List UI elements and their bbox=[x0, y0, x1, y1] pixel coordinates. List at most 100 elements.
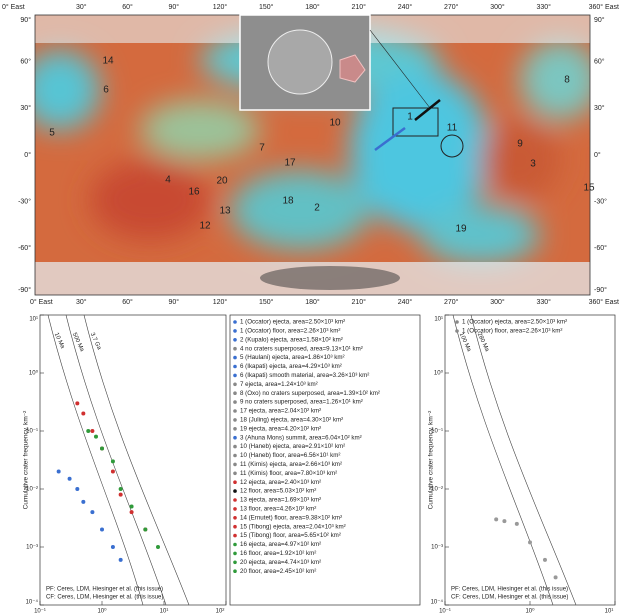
map-lat-label: 60° bbox=[594, 58, 605, 66]
data-point bbox=[130, 504, 134, 508]
legend-symbol bbox=[233, 543, 237, 547]
legend-label: 5 (Haulani) ejecta, area=1.86×10³ km² bbox=[240, 354, 345, 361]
legend-symbol bbox=[233, 498, 237, 502]
legend-label: 19 ejecta, area=4.20×10² km² bbox=[240, 425, 321, 432]
x-tick-label: 10² bbox=[216, 609, 225, 615]
y-tick-label: 10⁻⁴ bbox=[431, 599, 444, 606]
site-label: 16 bbox=[188, 187, 200, 198]
data-point bbox=[75, 487, 79, 491]
site-label: 4 bbox=[165, 175, 171, 186]
map-lon-label: 300° bbox=[490, 298, 505, 306]
footnote: CF: Ceres, LDM, Hiesinger et al. (this i… bbox=[451, 595, 568, 601]
map-lon-label: 60° bbox=[122, 298, 133, 306]
legend-label: 13 floor, area=4.26×10² km² bbox=[240, 506, 316, 513]
legend-symbol bbox=[455, 320, 459, 324]
y-tick-label: 10⁻³ bbox=[26, 545, 38, 551]
legend-symbol bbox=[233, 569, 237, 573]
legend-symbol bbox=[233, 561, 237, 565]
x-tick-label: 10⁻¹ bbox=[439, 609, 451, 615]
legend-symbol bbox=[233, 391, 237, 395]
site-label: 18 bbox=[282, 196, 294, 207]
legend-symbol bbox=[233, 329, 237, 333]
legend-symbol bbox=[233, 463, 237, 467]
site-label: 8 bbox=[564, 75, 570, 86]
y-tick-label: 10¹ bbox=[434, 317, 443, 323]
site-label: 3 bbox=[530, 159, 536, 170]
site-label: 2 bbox=[314, 203, 320, 214]
legend-symbol bbox=[233, 480, 237, 484]
map-lat-label: 90° bbox=[594, 16, 605, 24]
data-point bbox=[119, 487, 123, 491]
data-point bbox=[543, 558, 547, 562]
data-point bbox=[81, 412, 85, 416]
site-label: 7 bbox=[259, 143, 265, 154]
legend-symbol bbox=[233, 436, 237, 440]
site-label: 10 bbox=[329, 118, 341, 129]
footnote: CF: Ceres, LDM, Hiesinger et al. (this i… bbox=[46, 595, 163, 601]
map-lon-label: 240° bbox=[398, 298, 413, 306]
map-lon-label: 120° bbox=[213, 298, 228, 306]
map-lon-label: 120° bbox=[213, 3, 228, 11]
data-point bbox=[94, 435, 98, 439]
data-point bbox=[502, 519, 506, 523]
site-label: 15 bbox=[583, 183, 595, 194]
legend-symbol bbox=[233, 534, 237, 538]
data-point bbox=[100, 528, 104, 532]
map-lat-label: 60° bbox=[20, 58, 31, 66]
legend-label: 15 (Tibong) ejecta, area=2.04×10³ km² bbox=[240, 523, 346, 530]
map-lat-label: -90° bbox=[594, 286, 607, 294]
legend-label: 16 ejecta, area=4.97×10² km² bbox=[240, 541, 321, 548]
data-point bbox=[130, 510, 134, 514]
legend-label: 4 no craters superposed, area=9.13×10¹ k… bbox=[240, 345, 363, 352]
x-tick-label: 10⁻¹ bbox=[34, 609, 46, 615]
data-point bbox=[143, 528, 147, 532]
legend-label: 2 (Kupalo) ejecta, area=1.58×10² km² bbox=[240, 336, 343, 343]
legend-symbol bbox=[233, 409, 237, 413]
legend-label: 10 (Haneb) ejecta, area=2.91×10² km² bbox=[240, 443, 345, 450]
map-lat-label: -30° bbox=[594, 198, 607, 206]
map-lon-label: 180° bbox=[305, 3, 320, 11]
map-lon-label: 0° East bbox=[2, 3, 25, 11]
y-tick-label: 10¹ bbox=[29, 317, 38, 323]
x-tick-label: 10⁰ bbox=[97, 608, 107, 615]
legend-label: 6 (Ikapati) ejecta, area=4.29×10³ km² bbox=[240, 363, 342, 370]
legend-symbol bbox=[233, 418, 237, 422]
x-tick-label: 10¹ bbox=[160, 609, 169, 615]
y-tick-label: 10⁰ bbox=[434, 370, 444, 377]
legend-label: 3 (Ahuna Mons) summit, area=6.04×10² km² bbox=[240, 434, 362, 441]
y-axis-label: Cumulative crater frequency, km⁻² bbox=[23, 410, 30, 510]
map-lon-label: 30° bbox=[76, 3, 87, 11]
map-lat-label: 0° bbox=[24, 151, 31, 159]
map-lon-label: 180° bbox=[305, 298, 320, 306]
legend-label: 8 (Oxo) no craters superposed, area=1.39… bbox=[240, 390, 380, 397]
legend-symbol bbox=[233, 383, 237, 387]
data-point bbox=[90, 429, 94, 433]
legend-symbol bbox=[233, 445, 237, 449]
map-lat-label: -30° bbox=[18, 198, 31, 206]
data-point bbox=[528, 540, 532, 544]
legend-label: 18 (Juling) ejecta, area=4.30×10² km² bbox=[240, 417, 343, 424]
legend-label: 17 ejecta, area=2.04×10² km² bbox=[240, 408, 321, 415]
site-label: 14 bbox=[102, 56, 114, 67]
legend-symbol bbox=[233, 320, 237, 324]
legend-label: 12 ejecta, area=2.40×10³ km² bbox=[240, 479, 321, 486]
data-point bbox=[515, 522, 519, 526]
data-point bbox=[111, 470, 115, 474]
legend-label: 14 (Ernutet) floor, area=9.38×10² km² bbox=[240, 514, 342, 521]
data-point bbox=[119, 558, 123, 562]
map-lon-label: 30° bbox=[76, 298, 87, 306]
legend-symbol bbox=[233, 472, 237, 476]
data-point bbox=[111, 545, 115, 549]
y-axis-label: Cumulative crater frequency, km⁻² bbox=[428, 410, 435, 510]
legend-label: 11 (Kirnis) floor, area=7.80×10³ km² bbox=[240, 470, 337, 477]
data-point bbox=[156, 545, 160, 549]
site-label: 13 bbox=[219, 206, 231, 217]
footnote: PF: Ceres, LDM, Hiesinger et al. (this i… bbox=[46, 587, 163, 593]
legend-symbol bbox=[233, 365, 237, 369]
legend-symbol bbox=[233, 454, 237, 458]
map-lon-label: 150° bbox=[259, 3, 274, 11]
data-point bbox=[57, 470, 61, 474]
legend-label: 20 ejecta, area=4.74×10³ km² bbox=[240, 559, 321, 566]
data-point bbox=[111, 459, 115, 463]
legend-symbol bbox=[233, 516, 237, 520]
